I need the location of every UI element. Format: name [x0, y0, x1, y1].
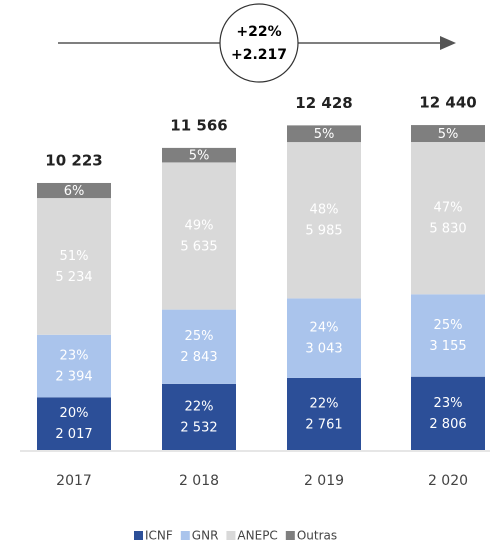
bar-segment [287, 142, 361, 299]
legend-swatch [226, 531, 236, 540]
value-label: 3 043 [305, 342, 342, 357]
bar-segment [287, 377, 361, 450]
value-label: 2 017 [55, 427, 92, 442]
legend-swatch [285, 531, 295, 540]
value-label: 2 394 [55, 370, 92, 385]
bar-segment [411, 294, 485, 377]
share-label: 47% [434, 201, 463, 216]
legend-label: Outras [297, 529, 337, 543]
bar-segment [162, 309, 236, 384]
value-label: 2 761 [305, 417, 342, 432]
share-label: 22% [185, 399, 214, 414]
total-label: 12 428 [295, 94, 352, 112]
total-label: 12 440 [419, 94, 476, 112]
annotation-line: +2.217 [231, 47, 287, 63]
share-label: 22% [310, 396, 339, 411]
share-label: 5% [189, 149, 210, 164]
value-label: 5 985 [305, 224, 342, 239]
bar-segment [162, 162, 236, 310]
value-label: 2 532 [180, 420, 217, 435]
legend-swatch [134, 531, 143, 540]
value-label: 2 843 [180, 350, 217, 365]
legend-label: ANEPC [237, 529, 277, 543]
bar-segment [37, 198, 111, 335]
bar-segment [37, 182, 111, 199]
value-label: 5 234 [55, 270, 92, 285]
bar-segment [411, 125, 485, 143]
share-label: 23% [434, 396, 463, 411]
bar-segment [287, 298, 361, 378]
bar-segment [411, 142, 485, 295]
share-label: 5% [314, 127, 335, 142]
bar-segment [287, 125, 361, 143]
x-tick-label: 2 018 [179, 473, 219, 489]
arrow-head [440, 36, 456, 50]
bar-segment [162, 383, 236, 450]
legend-swatch [180, 531, 190, 540]
bar-segment [37, 334, 111, 398]
annotation-line: +22% [236, 24, 281, 40]
share-label: 49% [185, 219, 214, 234]
total-label: 11 566 [170, 116, 227, 134]
share-label: 48% [310, 203, 339, 218]
legend-label: ICNF [145, 529, 173, 543]
share-label: 6% [64, 184, 85, 199]
legend-label: GNR [192, 529, 219, 543]
share-label: 20% [60, 406, 89, 421]
x-tick-label: 2017 [56, 473, 92, 489]
share-label: 25% [185, 329, 214, 344]
share-label: 5% [438, 127, 459, 142]
bar-segment [411, 376, 485, 450]
share-label: 25% [434, 318, 463, 333]
share-label: 24% [310, 321, 339, 336]
share-label: 23% [60, 349, 89, 364]
value-label: 5 635 [180, 240, 217, 255]
x-tick-label: 2 020 [428, 473, 468, 489]
bar-segment [37, 397, 111, 450]
annotation-circle [219, 3, 299, 83]
total-label: 10 223 [45, 151, 102, 169]
share-label: 51% [60, 249, 89, 264]
x-tick-label: 2 019 [304, 473, 344, 489]
value-label: 3 155 [429, 339, 466, 354]
value-label: 5 830 [429, 222, 466, 237]
bar-segment [162, 147, 236, 163]
value-label: 2 806 [429, 417, 466, 432]
